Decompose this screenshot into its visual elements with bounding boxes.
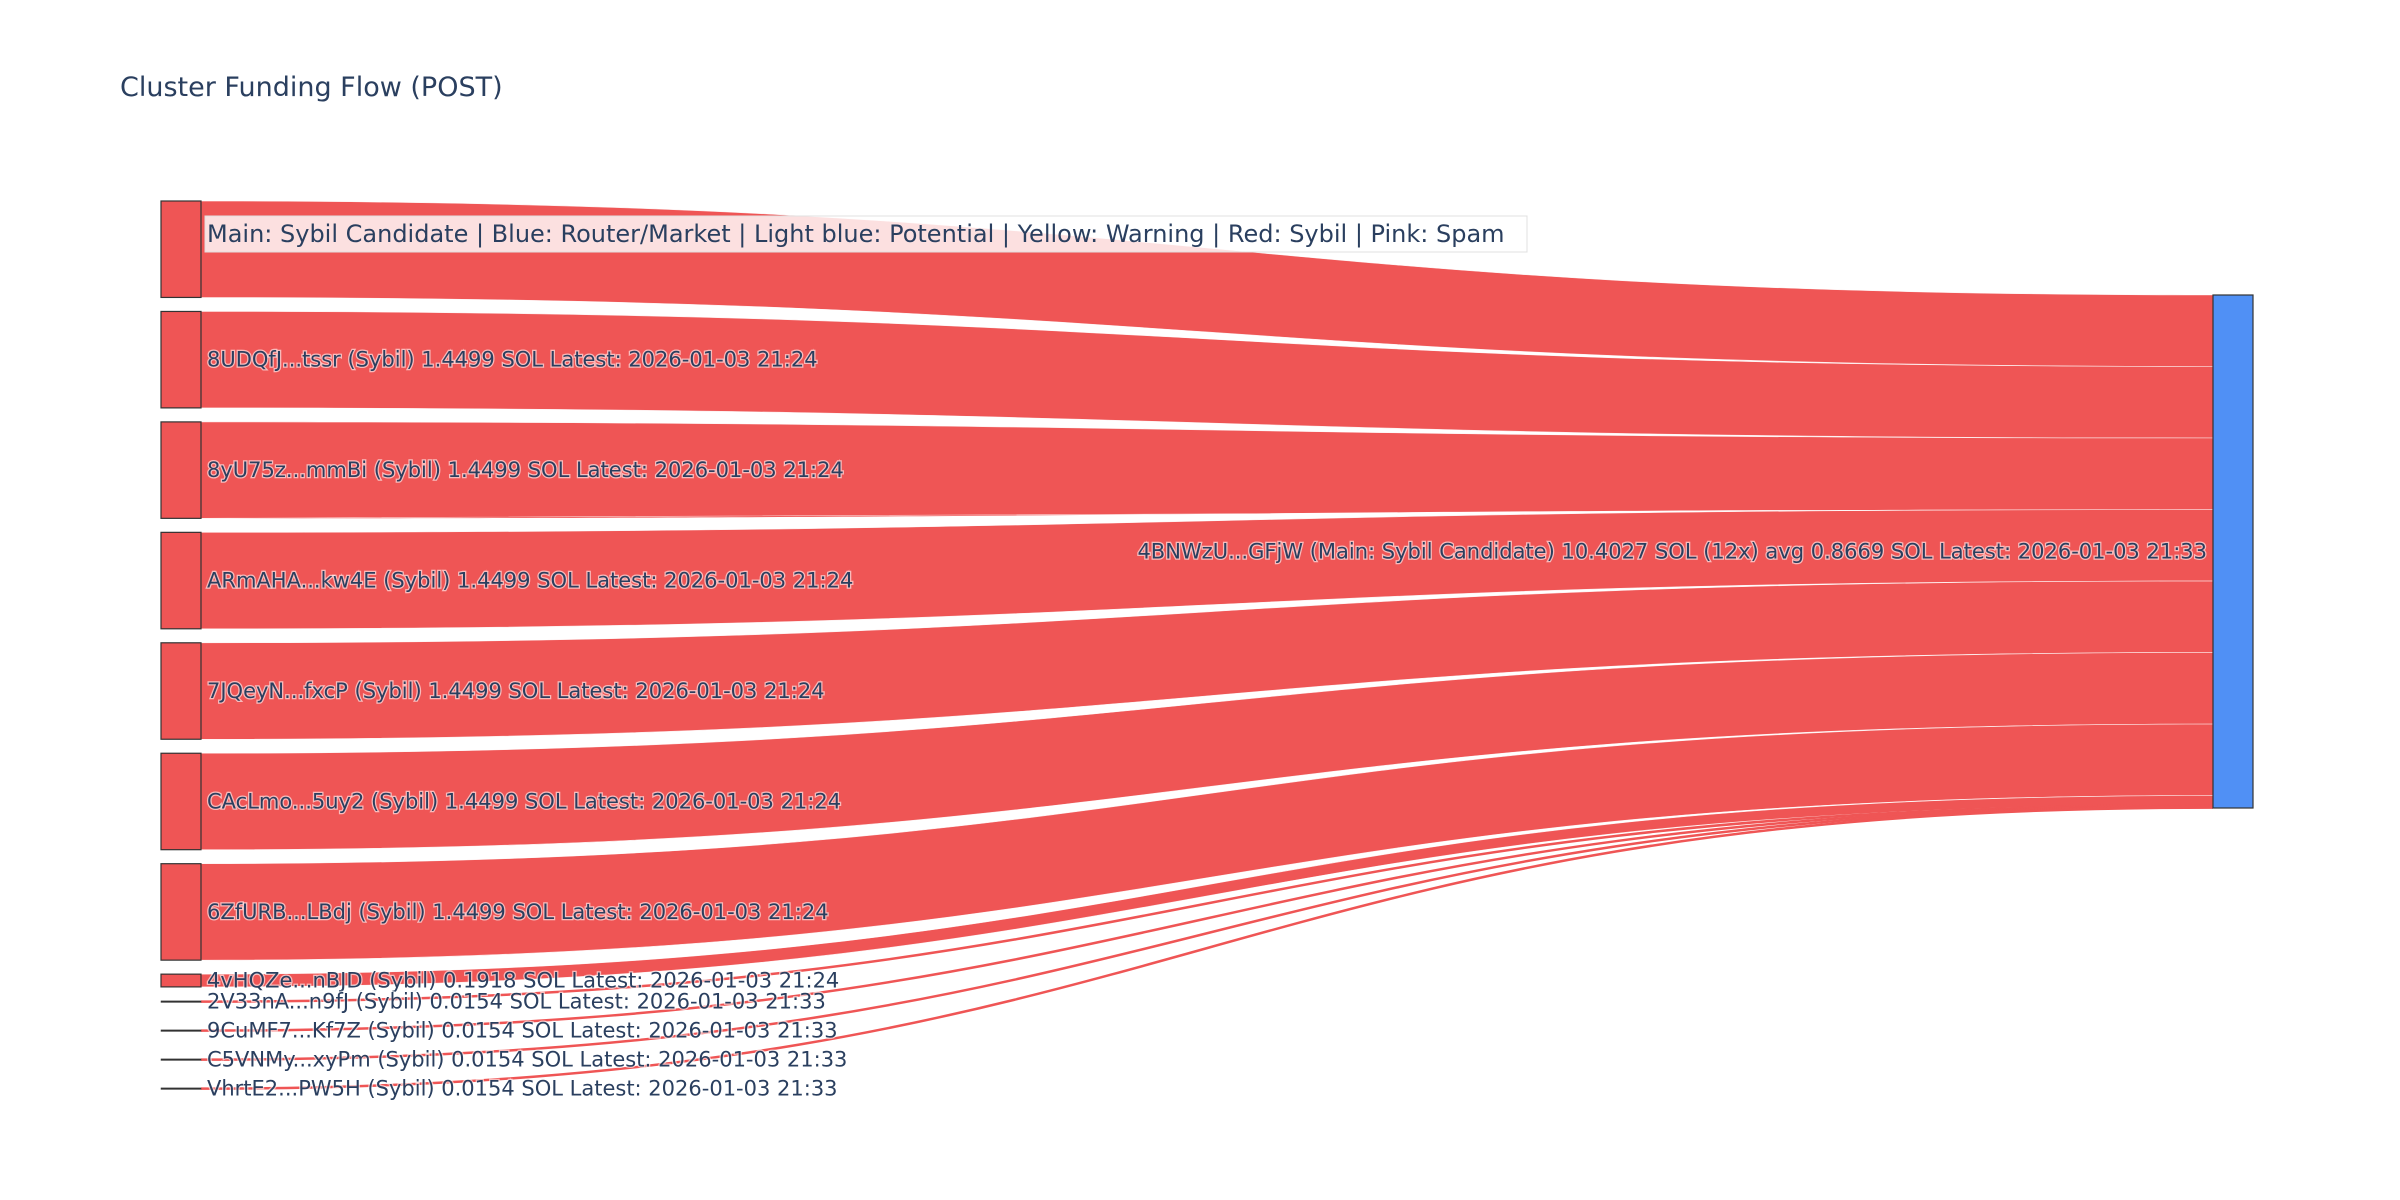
sankey-link[interactable] [200,804,2214,1032]
sankey-source-label: CAcLmo...5uy2 (Sybil) 1.4499 SOL Latest:… [207,789,841,813]
sankey-source-label: 8yU75z...mmBi (Sybil) 1.4499 SOL Latest:… [207,458,844,482]
sankey-source-node[interactable] [160,1000,202,1003]
sankey-source-label: C5VNMy...xyPm (Sybil) 0.0154 SOL Latest:… [207,1048,847,1072]
sankey-source-node[interactable] [160,1087,202,1090]
sankey-source-node[interactable] [160,642,202,740]
sankey-source-label: ARmAHA...kw4E (Sybil) 1.4499 SOL Latest:… [207,569,853,593]
links-layer [200,200,2214,1090]
sankey-source-node[interactable] [160,973,202,988]
sankey-target-label: 4BNWzU...GFjW (Main: Sybil Candidate) 10… [1137,540,2207,564]
legend-box [204,215,1528,253]
sankey-link[interactable] [200,804,2214,1003]
sankey-link[interactable] [200,805,2214,1061]
sankey-source-label: 2V33nA...n9fJ (Sybil) 0.0154 SOL Latest:… [207,990,826,1014]
legend-text: Main: Sybil Candidate | Blue: Router/Mar… [207,220,1505,248]
sankey-source-label: 6ZfURB...LBdj (Sybil) 1.4499 SOL Latest:… [207,900,829,924]
sankey-source-node[interactable] [160,1029,202,1032]
sankey-source-node[interactable] [160,531,202,630]
sankey-source-label: 4vHQZe...nBJD (Sybil) 0.1918 SOL Latest:… [207,969,839,993]
labels-layer: 8UDQfJ...tssr (Sybil) 1.4499 SOL Latest:… [206,346,2209,1101]
sankey-source-node[interactable] [160,200,202,299]
chart-title: Cluster Funding Flow (POST) [120,72,503,103]
legend-layer: Main: Sybil Candidate | Blue: Router/Mar… [204,215,1528,253]
nodes-layer [160,200,2254,1090]
sankey-source-node[interactable] [160,421,202,519]
sankey-source-node[interactable] [160,1058,202,1061]
sankey-target-node[interactable] [2212,294,2254,809]
sankey-source-node[interactable] [160,863,202,961]
sankey-source-label: 8UDQfJ...tssr (Sybil) 1.4499 SOL Latest:… [207,348,818,372]
sankey-source-label: 7JQeyN...fxcP (Sybil) 1.4499 SOL Latest:… [207,679,825,703]
sankey-source-label: VhrtE2...PW5H (Sybil) 0.0154 SOL Latest:… [207,1077,838,1101]
sankey-source-node[interactable] [160,310,202,409]
sankey-source-label: 9CuMF7...Kf7Z (Sybil) 0.0154 SOL Latest:… [207,1019,838,1043]
sankey-link[interactable] [200,806,2214,1090]
sankey-source-node[interactable] [160,752,202,851]
